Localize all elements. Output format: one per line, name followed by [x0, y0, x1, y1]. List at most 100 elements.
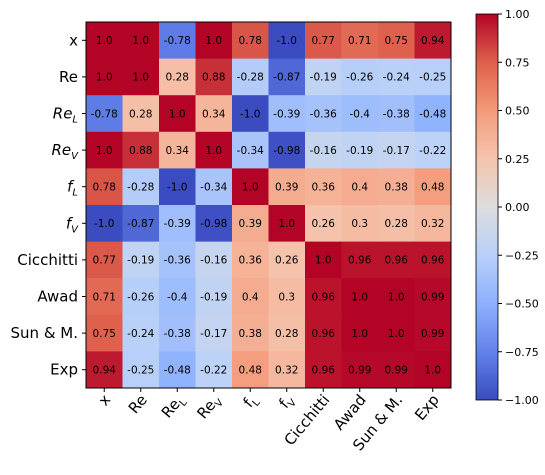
- label-subscript: V: [71, 224, 79, 235]
- colorbar-tick-label: 0.00: [505, 201, 530, 214]
- colorbar-tick-label: 0.75: [505, 56, 530, 69]
- column-label: ReV: [193, 391, 226, 424]
- heatmap-cell: [195, 131, 233, 169]
- heatmap-cell: [268, 95, 306, 133]
- heatmap-cell: [341, 314, 379, 352]
- cell-value-label: -1.0: [240, 108, 261, 120]
- cell-value-label: 0.3: [351, 218, 368, 230]
- label-subscript: L: [72, 188, 78, 199]
- heatmap-cell: [378, 278, 415, 316]
- heatmap-cell: [341, 131, 379, 169]
- cell-value-label: 1.0: [132, 72, 149, 84]
- cell-value-label: -1.0: [167, 182, 188, 194]
- cell-value-label: -0.28: [127, 182, 154, 194]
- cell-value-label: 0.96: [348, 255, 372, 267]
- column-label: Exp: [411, 391, 443, 424]
- heatmap-cell: [341, 22, 379, 60]
- cell-value-label: 0.96: [312, 291, 336, 303]
- cell-value-label: 0.78: [93, 182, 116, 194]
- cell-value-label: 1.0: [424, 365, 441, 377]
- cell-value-label: -0.78: [91, 108, 118, 120]
- heatmap-cell: [378, 58, 415, 96]
- heatmap-cell: [378, 131, 415, 169]
- row-label: x: [69, 31, 78, 49]
- cell-value-label: 0.4: [351, 182, 368, 194]
- cell-value-label: 0.26: [275, 255, 299, 267]
- row-label: fV: [66, 214, 79, 235]
- heatmap-cell: [122, 22, 160, 60]
- heatmap-cell: [86, 205, 123, 243]
- heatmap-cell: [232, 241, 269, 279]
- heatmap-cell: [122, 314, 160, 352]
- cell-value-label: 0.4: [242, 291, 259, 303]
- cell-value-label: -0.87: [127, 218, 154, 230]
- heatmap-cell: [414, 168, 452, 206]
- label-base: x: [95, 391, 115, 409]
- cell-value-label: -0.38: [383, 108, 410, 120]
- cell-value-label: -0.87: [273, 72, 300, 84]
- cell-value-label: 1.0: [205, 35, 222, 47]
- heatmap-cell: [414, 278, 452, 316]
- cell-value-label: 0.28: [166, 72, 189, 84]
- label-base: Exp: [411, 391, 443, 424]
- heatmap-cell: [122, 95, 160, 133]
- cell-value-label: 0.77: [312, 35, 335, 47]
- cell-value-label: -0.17: [200, 328, 227, 340]
- cell-value-label: -0.48: [164, 365, 191, 377]
- heatmap-cell: [305, 314, 342, 352]
- heatmap-cell: [414, 351, 452, 389]
- cell-value-label: -0.36: [310, 108, 337, 120]
- cell-value-label: 1.0: [388, 291, 405, 303]
- cell-value-label: 0.88: [129, 145, 152, 157]
- heatmap-cell: [159, 241, 196, 279]
- label-subscript: V: [71, 151, 79, 162]
- heatmap-cell: [195, 95, 233, 133]
- heatmap-cell: [159, 278, 196, 316]
- label-base: f: [66, 214, 74, 232]
- colorbar-tick-label: −0.75: [505, 346, 539, 359]
- column-label: Re: [125, 391, 151, 417]
- heatmap-cell: [305, 241, 342, 279]
- cell-value-label: 1.0: [351, 291, 368, 303]
- label-base: f: [67, 178, 75, 196]
- cell-value-label: -0.78: [164, 35, 191, 47]
- colorbar-tick-label: −0.25: [505, 249, 539, 262]
- cell-value-label: -0.38: [164, 328, 191, 340]
- heatmap-cell: [414, 22, 452, 60]
- cell-value-label: 0.99: [421, 291, 444, 303]
- cell-value-label: -0.22: [200, 365, 227, 377]
- heatmap-cell: [195, 168, 233, 206]
- heatmap-cell: [378, 22, 415, 60]
- row-label: Re: [59, 68, 78, 86]
- cell-value-label: -0.19: [127, 255, 154, 267]
- label-base: Re: [59, 68, 78, 86]
- heatmap-cell: [195, 205, 233, 243]
- cell-value-label: 0.71: [93, 291, 116, 303]
- heatmap-cell: [232, 131, 269, 169]
- heatmap-cell: [159, 351, 196, 389]
- heatmap-cell: [341, 241, 379, 279]
- cell-value-label: -0.4: [167, 291, 188, 303]
- heatmap-cell: [195, 278, 233, 316]
- cell-value-label: 0.96: [312, 365, 336, 377]
- cell-value-label: 0.94: [421, 35, 445, 47]
- column-label: fV: [275, 391, 299, 414]
- heatmap-cell: [86, 168, 123, 206]
- row-label: Sun & M.: [11, 324, 78, 342]
- heatmap-cell: [86, 58, 123, 96]
- heatmap-cell: [159, 168, 196, 206]
- cell-value-label: -0.26: [346, 72, 373, 84]
- heatmap-cell: [378, 314, 415, 352]
- heatmap-cell: [268, 278, 306, 316]
- heatmap-cell: [414, 314, 452, 352]
- heatmap-cell: [305, 278, 342, 316]
- heatmap-cell: [232, 95, 269, 133]
- cell-value-label: 0.38: [385, 182, 408, 194]
- colorbar-gradient: [475, 13, 499, 401]
- heatmap-cell: [305, 22, 342, 60]
- cell-value-label: -0.4: [350, 108, 371, 120]
- cell-value-label: -0.25: [127, 365, 154, 377]
- cell-value-label: -1.0: [277, 35, 298, 47]
- label-base: Sun & M.: [11, 324, 78, 342]
